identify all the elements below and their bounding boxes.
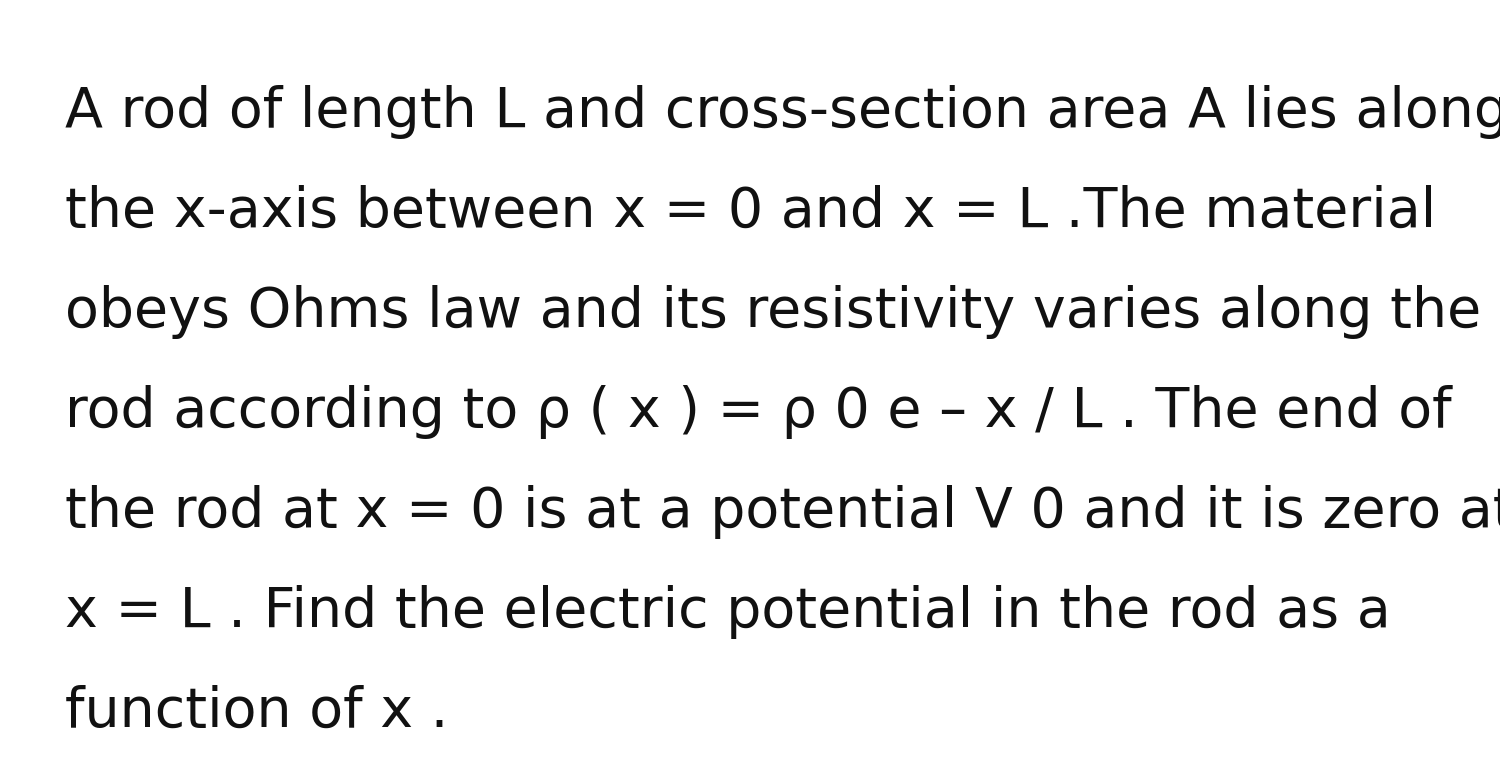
Text: the rod at x = 0 is at a potential V 0 and it is zero at: the rod at x = 0 is at a potential V 0 a… — [64, 485, 1500, 539]
Text: A rod of length L and cross-section area A lies along: A rod of length L and cross-section area… — [64, 85, 1500, 139]
Text: obeys Ohms law and its resistivity varies along the: obeys Ohms law and its resistivity varie… — [64, 285, 1480, 339]
Text: rod according to ρ ( x ) = ρ 0 e – x / L . The end of: rod according to ρ ( x ) = ρ 0 e – x / L… — [64, 385, 1452, 439]
Text: function of x .: function of x . — [64, 685, 448, 739]
Text: the x-axis between x = 0 and x = L .The material: the x-axis between x = 0 and x = L .The … — [64, 185, 1437, 239]
Text: x = L . Find the electric potential in the rod as a: x = L . Find the electric potential in t… — [64, 585, 1390, 639]
